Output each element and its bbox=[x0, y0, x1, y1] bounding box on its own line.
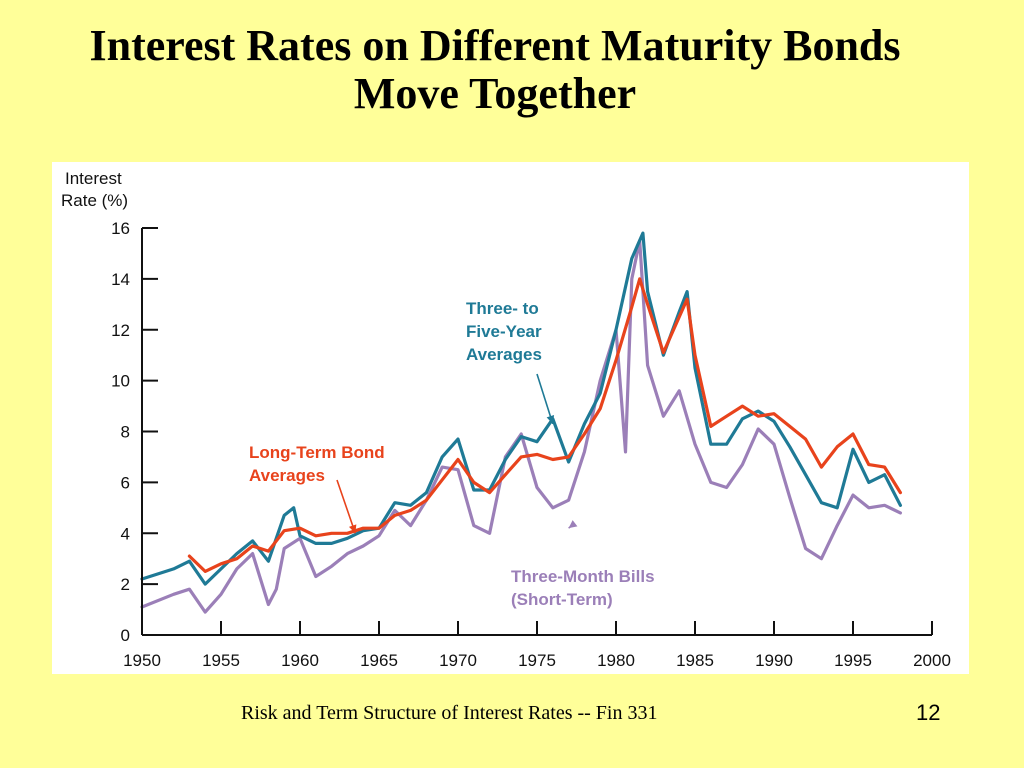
slide-footer: Risk and Term Structure of Interest Rate… bbox=[241, 702, 658, 724]
chart-panel: Interest Rate (%) 0 2 4 6 8 10 12 14 16 1950 1955 1… bbox=[52, 162, 969, 674]
x-tick-label: 1950 bbox=[123, 651, 161, 670]
y-tick-label: 0 bbox=[121, 626, 130, 645]
annotation-layer: Three- to Five-Year Averages Long-Term Bond… bbox=[249, 299, 655, 609]
y-tick-label: 8 bbox=[121, 423, 130, 442]
interest-rate-chart: Interest Rate (%) 0 2 4 6 8 10 12 14 16 1950 1955 1… bbox=[61, 169, 951, 670]
x-tick-label: 1995 bbox=[834, 651, 872, 670]
series-line-long bbox=[187, 277, 902, 573]
annotation-long-arrow bbox=[336, 479, 357, 534]
slide-title-line-1: Interest Rates on Different Maturity Bon… bbox=[89, 21, 901, 70]
y-tick-label: 16 bbox=[111, 219, 130, 238]
annotation-short-line: Three-Month Bills bbox=[511, 567, 655, 586]
y-axis-label-line-2: Rate (%) bbox=[61, 191, 128, 210]
series-line-mid bbox=[140, 231, 902, 586]
y-axis-label-line-1: Interest bbox=[65, 169, 122, 188]
series-layer bbox=[140, 231, 902, 614]
page-number: 12 bbox=[916, 700, 941, 725]
y-tick-label: 6 bbox=[121, 473, 130, 492]
x-tick-label: 1980 bbox=[597, 651, 635, 670]
annotation-mid-line: Three- to bbox=[466, 299, 539, 318]
x-tick-label: 1955 bbox=[202, 651, 240, 670]
y-tick-label: 4 bbox=[121, 524, 130, 543]
slide-title: Interest Rates on Different Maturity Bon… bbox=[0, 22, 990, 118]
y-tick-label: 10 bbox=[111, 372, 130, 391]
x-tick-label: 1965 bbox=[360, 651, 398, 670]
y-tick-label: 14 bbox=[111, 270, 130, 289]
x-tick-label: 1985 bbox=[676, 651, 714, 670]
x-tick-label: 1975 bbox=[518, 651, 556, 670]
annotation-long-line: Averages bbox=[249, 466, 325, 485]
slide-title-line-2: Move Together bbox=[353, 69, 637, 118]
x-tick-label: 1970 bbox=[439, 651, 477, 670]
x-tick-label: 1960 bbox=[281, 651, 319, 670]
x-tick-label: 1990 bbox=[755, 651, 793, 670]
axis-layer: 0 2 4 6 8 10 12 14 16 1950 1955 1960 1965 1970 1975 198… bbox=[111, 219, 951, 670]
annotation-mid-arrow bbox=[536, 373, 554, 425]
annotation-mid-line: Five-Year bbox=[466, 322, 542, 341]
annotation-short-arrowhead bbox=[568, 520, 578, 529]
y-tick-label: 2 bbox=[121, 575, 130, 594]
annotation-mid-line: Averages bbox=[466, 345, 542, 364]
annotation-long-line: Long-Term Bond bbox=[249, 443, 385, 462]
annotation-long-arrowhead bbox=[348, 524, 357, 534]
y-tick-label: 12 bbox=[111, 321, 130, 340]
x-tick-label: 2000 bbox=[913, 651, 951, 670]
annotation-short-line: (Short-Term) bbox=[511, 590, 613, 609]
series-line-short bbox=[140, 239, 902, 614]
annotation-mid-arrowhead bbox=[546, 414, 555, 424]
